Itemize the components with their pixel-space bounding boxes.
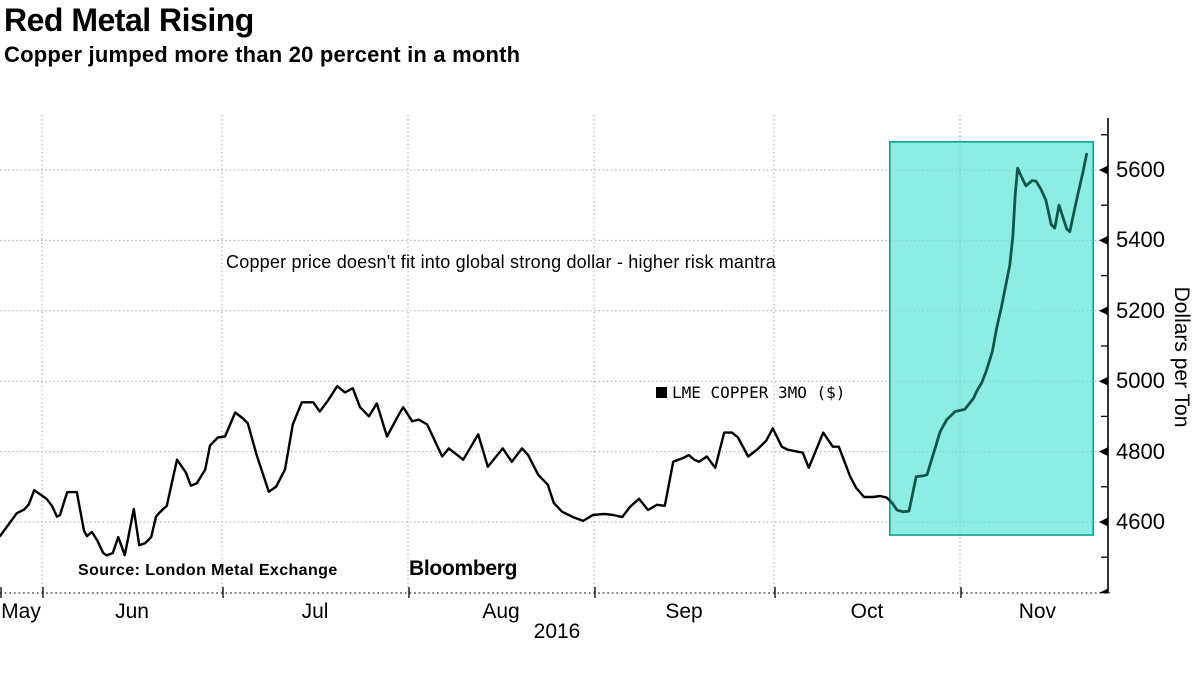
chart-annotation: Copper price doesn't fit into global str…	[226, 252, 776, 272]
page-title: Red Metal Rising	[4, 2, 254, 38]
legend-label: LME COPPER 3MO ($)	[672, 383, 846, 402]
x-tick-label: Jul	[301, 600, 329, 623]
y-major-tick-arrow	[1099, 235, 1108, 245]
y-tick-label: 4800	[1116, 438, 1165, 464]
y-tick-label: 5000	[1116, 368, 1165, 394]
y-major-tick-arrow	[1099, 165, 1108, 175]
y-tick-label: 5200	[1116, 297, 1165, 323]
x-tick-label: Nov	[1018, 600, 1057, 623]
legend-square-marker	[656, 387, 667, 398]
y-major-tick-arrow	[1099, 306, 1108, 316]
price-line-highlighted	[889, 152, 1088, 514]
y-major-tick-arrow	[1099, 376, 1108, 386]
page-subtitle: Copper jumped more than 20 percent in a …	[4, 42, 521, 67]
x-tick-label: Jun	[115, 600, 149, 623]
x-tick-label: Sep	[665, 600, 703, 623]
source-credit: Source: London Metal Exchange	[78, 562, 338, 579]
y-tick-label: 5600	[1116, 157, 1165, 182]
legend: LME COPPER 3MO ($)	[656, 383, 845, 402]
x-axis-year-label: 2016	[533, 620, 581, 643]
bloomberg-logo: Bloomberg	[409, 557, 518, 580]
y-major-tick-arrow	[1099, 517, 1108, 527]
price-line	[0, 384, 890, 557]
x-tick-label: May	[1, 600, 41, 623]
axis-corner-arrow	[1099, 588, 1108, 594]
y-tick-label: 5400	[1116, 227, 1165, 253]
y-major-tick-arrow	[1099, 447, 1108, 457]
y-tick-label: 4600	[1116, 509, 1165, 534]
x-tick-label: Oct	[850, 600, 884, 623]
y-axis-title: Dollars per Ton	[1170, 286, 1193, 428]
x-tick-label: Aug	[482, 600, 520, 623]
